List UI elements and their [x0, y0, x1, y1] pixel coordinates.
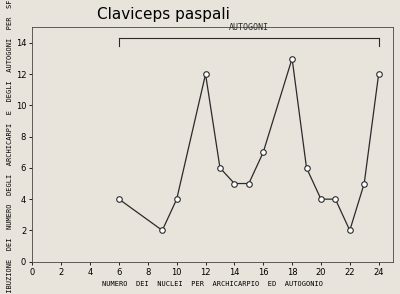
- Text: AUTOGONI: AUTOGONI: [229, 23, 269, 32]
- Text: Claviceps paspali: Claviceps paspali: [97, 7, 230, 22]
- Y-axis label: DISTRIBUZIONE  DEI  NUMERO  DEGLI  ARCHICARPI  E  DEGLI  AUTOGONI  PER  SFERIDIO: DISTRIBUZIONE DEI NUMERO DEGLI ARCHICARP…: [7, 0, 13, 294]
- X-axis label: NUMERO  DEI  NUCLEI  PER  ARCHICARPIO  ED  AUTOGONIO: NUMERO DEI NUCLEI PER ARCHICARPIO ED AUT…: [102, 281, 323, 287]
